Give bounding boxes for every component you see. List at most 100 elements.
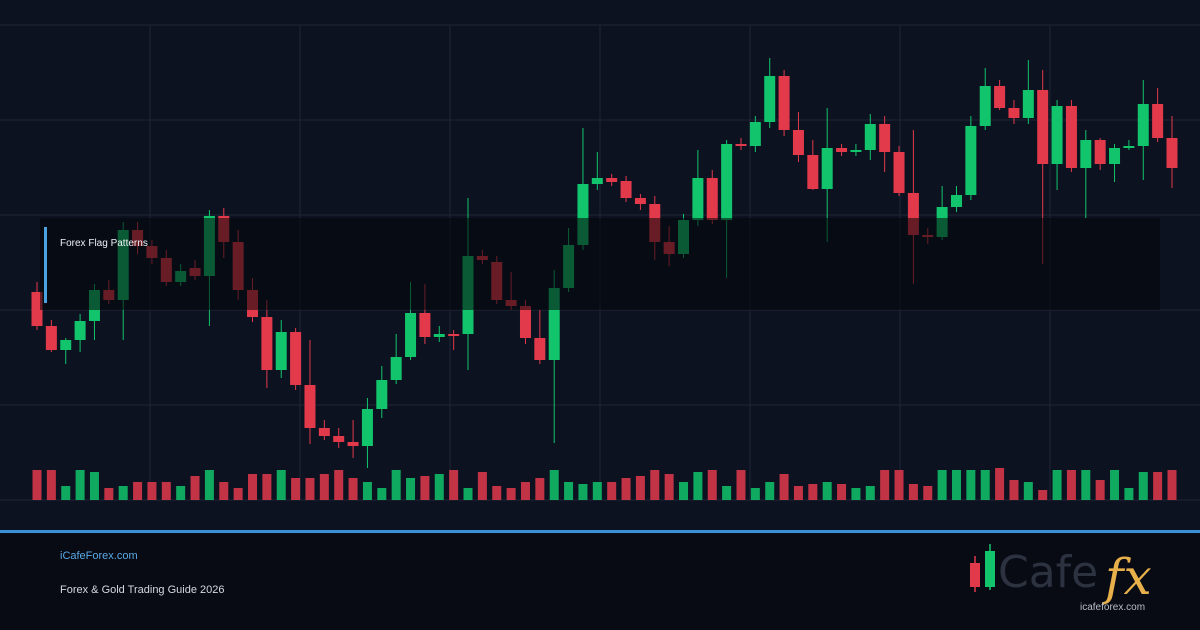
volume-bar — [750, 488, 760, 500]
volume-bar — [808, 484, 818, 500]
volume-bar — [951, 470, 961, 500]
volume-bar — [822, 482, 832, 500]
volume-bar — [406, 478, 416, 500]
volume-bar — [377, 488, 387, 500]
volume-bar — [46, 470, 56, 500]
volume-bar — [650, 470, 660, 500]
volume-bar — [966, 470, 976, 500]
volume-bar — [420, 476, 430, 500]
volume-bar — [1066, 470, 1076, 500]
candle-body — [419, 313, 431, 337]
volume-bar — [233, 488, 243, 500]
candle-body — [1123, 146, 1135, 148]
candle-body — [376, 380, 388, 409]
candle-body — [606, 178, 618, 182]
volume-bar — [995, 468, 1005, 500]
volume-bar — [793, 486, 803, 500]
volume-bar — [1167, 470, 1177, 500]
volume-bar — [219, 482, 229, 500]
volume-bar — [908, 484, 918, 500]
candle-body — [620, 181, 632, 198]
candle-body — [792, 130, 804, 155]
candle-body — [692, 178, 704, 220]
candle-body — [950, 195, 962, 207]
volume-bar — [362, 482, 372, 500]
logo: Cafe fx — [970, 544, 1152, 606]
logo-accent: fx — [1101, 548, 1152, 606]
volume-bar — [1081, 470, 1091, 500]
volume-bar — [865, 486, 875, 500]
volume-bar — [147, 482, 157, 500]
candle-body — [548, 288, 560, 360]
volume-bar — [506, 488, 516, 500]
volume-bar — [305, 478, 315, 500]
candle-body — [1051, 106, 1063, 164]
candle-body — [721, 144, 733, 220]
volume-bar — [635, 476, 645, 500]
candle-body — [577, 184, 589, 245]
candle-body — [1137, 104, 1149, 146]
candle-body — [60, 340, 72, 350]
volume-bar — [32, 470, 42, 500]
volume-bar — [535, 478, 545, 500]
volume-bar — [1153, 472, 1163, 500]
candle-body — [1065, 106, 1077, 168]
volume-bar — [664, 474, 674, 500]
volume-bar — [621, 478, 631, 500]
volume-bar — [161, 482, 171, 500]
candle-body — [304, 385, 316, 428]
volume-bar — [564, 482, 574, 500]
volume-bar — [348, 478, 358, 500]
volume-bar — [894, 470, 904, 500]
logo-icon — [985, 551, 995, 587]
candle-body — [275, 332, 287, 370]
candle-body — [31, 292, 43, 326]
candle-body — [879, 124, 891, 152]
candle-body — [361, 409, 373, 446]
candle-body — [1037, 90, 1049, 164]
volume-bar — [980, 470, 990, 500]
volume-bar — [880, 470, 890, 500]
candle-body — [1094, 140, 1106, 164]
candle-body — [1166, 138, 1178, 168]
logo-icon — [970, 563, 980, 587]
volume-bar — [391, 470, 401, 500]
volume-bar — [291, 478, 301, 500]
chart-title: Forex Flag Patterns — [60, 238, 148, 249]
volume-bar — [1110, 470, 1120, 500]
candle-body — [290, 332, 302, 385]
candle-body — [318, 428, 330, 436]
candle-body — [347, 442, 359, 446]
volume-bar — [578, 484, 588, 500]
volume-bar — [104, 488, 114, 500]
label-overlay — [40, 218, 1160, 310]
candle-body — [836, 148, 848, 152]
volume-bar — [492, 486, 502, 500]
candle-body — [994, 86, 1006, 108]
candle-body — [333, 436, 345, 442]
candle-body — [534, 338, 546, 360]
candle-body — [1109, 148, 1121, 164]
candle-body — [907, 193, 919, 235]
candle-body — [74, 321, 86, 340]
volume-bar — [1052, 470, 1062, 500]
candle-body — [1080, 140, 1092, 168]
candle-body — [1022, 90, 1034, 118]
volume-bar — [176, 486, 186, 500]
volume-bar — [937, 470, 947, 500]
candle-body — [405, 313, 417, 357]
candle-body — [850, 150, 862, 152]
candle-body — [807, 155, 819, 189]
volume-bar — [133, 482, 143, 500]
volume-bar — [1009, 480, 1019, 500]
volume-bar — [722, 486, 732, 500]
volume-bar — [520, 482, 530, 500]
volume-bar — [779, 474, 789, 500]
volume-bar — [262, 474, 272, 500]
candle-body — [979, 86, 991, 126]
divider — [0, 530, 1200, 533]
volume-bar — [204, 470, 214, 500]
volume-bar — [1023, 482, 1033, 500]
site-name: iCafeForex.com — [60, 550, 138, 562]
volume-bar — [61, 486, 71, 500]
